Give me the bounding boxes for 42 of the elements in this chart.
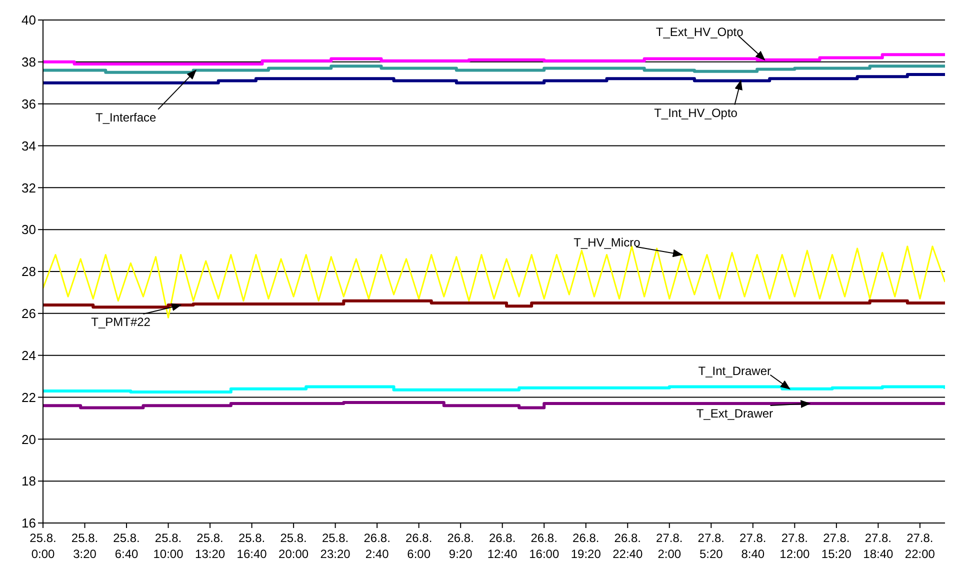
x-tick-label: 26.8. 2:40 <box>364 531 390 561</box>
x-tick-label: 26.8. 6:00 <box>405 531 432 561</box>
x-tick-label: 26.8. 16:00 <box>529 531 560 561</box>
y-tick-label: 18 <box>22 474 36 489</box>
y-tick-label: 26 <box>22 306 36 322</box>
x-tick-label: 25.8. 16:40 <box>236 531 268 561</box>
x-tick-label: 25.8. 20:00 <box>278 531 309 561</box>
annotation: T_Ext_HV_Opto <box>656 24 744 39</box>
annotation: T_PMT#22 <box>91 315 151 330</box>
x-tick-label: 27.8. 8:40 <box>740 531 766 561</box>
y-tick-label: 36 <box>22 96 36 112</box>
y-tick-label: 30 <box>22 222 36 238</box>
y-tick-label: 32 <box>22 180 36 196</box>
annotation: T_Ext_Drawer <box>696 406 774 421</box>
y-tick-label: 34 <box>22 138 36 154</box>
x-tick-label: 27.8. 5:20 <box>698 531 724 561</box>
x-tick-label: 27.8. 12:00 <box>780 531 810 561</box>
annotation: T_HV_Micro <box>574 236 641 250</box>
x-tick-label: 26.8. 9:20 <box>447 531 474 561</box>
annotation: T_Interface <box>95 110 157 124</box>
annotation: T_Int_Drawer <box>698 364 772 378</box>
x-tick-label: 27.8. 18:40 <box>863 531 894 561</box>
x-tick-label: 25.8. 3:20 <box>71 531 98 561</box>
y-tick-label: 38 <box>22 54 36 70</box>
annotation: T_Int_HV_Opto <box>654 106 738 120</box>
y-tick-label: 24 <box>22 348 36 363</box>
x-tick-label: 27.8. 2:00 <box>656 531 683 561</box>
x-tick-label: 27.8. 22:00 <box>904 531 936 561</box>
x-tick-label: 25.8. 23:20 <box>320 531 351 561</box>
y-tick-label: 16 <box>22 516 36 531</box>
x-tick-label: 26.8. 12:40 <box>487 531 518 561</box>
x-tick-label: 26.8. 22:40 <box>612 531 643 561</box>
x-tick-label: 26.8. 19:20 <box>570 531 602 561</box>
x-tick-label: 25.8. 13:20 <box>195 531 226 561</box>
x-tick-label: 27.8. 15:20 <box>821 531 852 561</box>
y-tick-label: 22 <box>22 390 36 405</box>
y-tick-label: 28 <box>22 264 36 280</box>
x-tick-label: 25.8. 6:40 <box>113 531 140 561</box>
y-tick-label: 20 <box>22 432 36 447</box>
y-tick-label: 40 <box>22 12 36 28</box>
x-tick-label: 25.8. 10:00 <box>153 531 184 561</box>
x-tick-label: 25.8. 0:00 <box>30 531 56 561</box>
